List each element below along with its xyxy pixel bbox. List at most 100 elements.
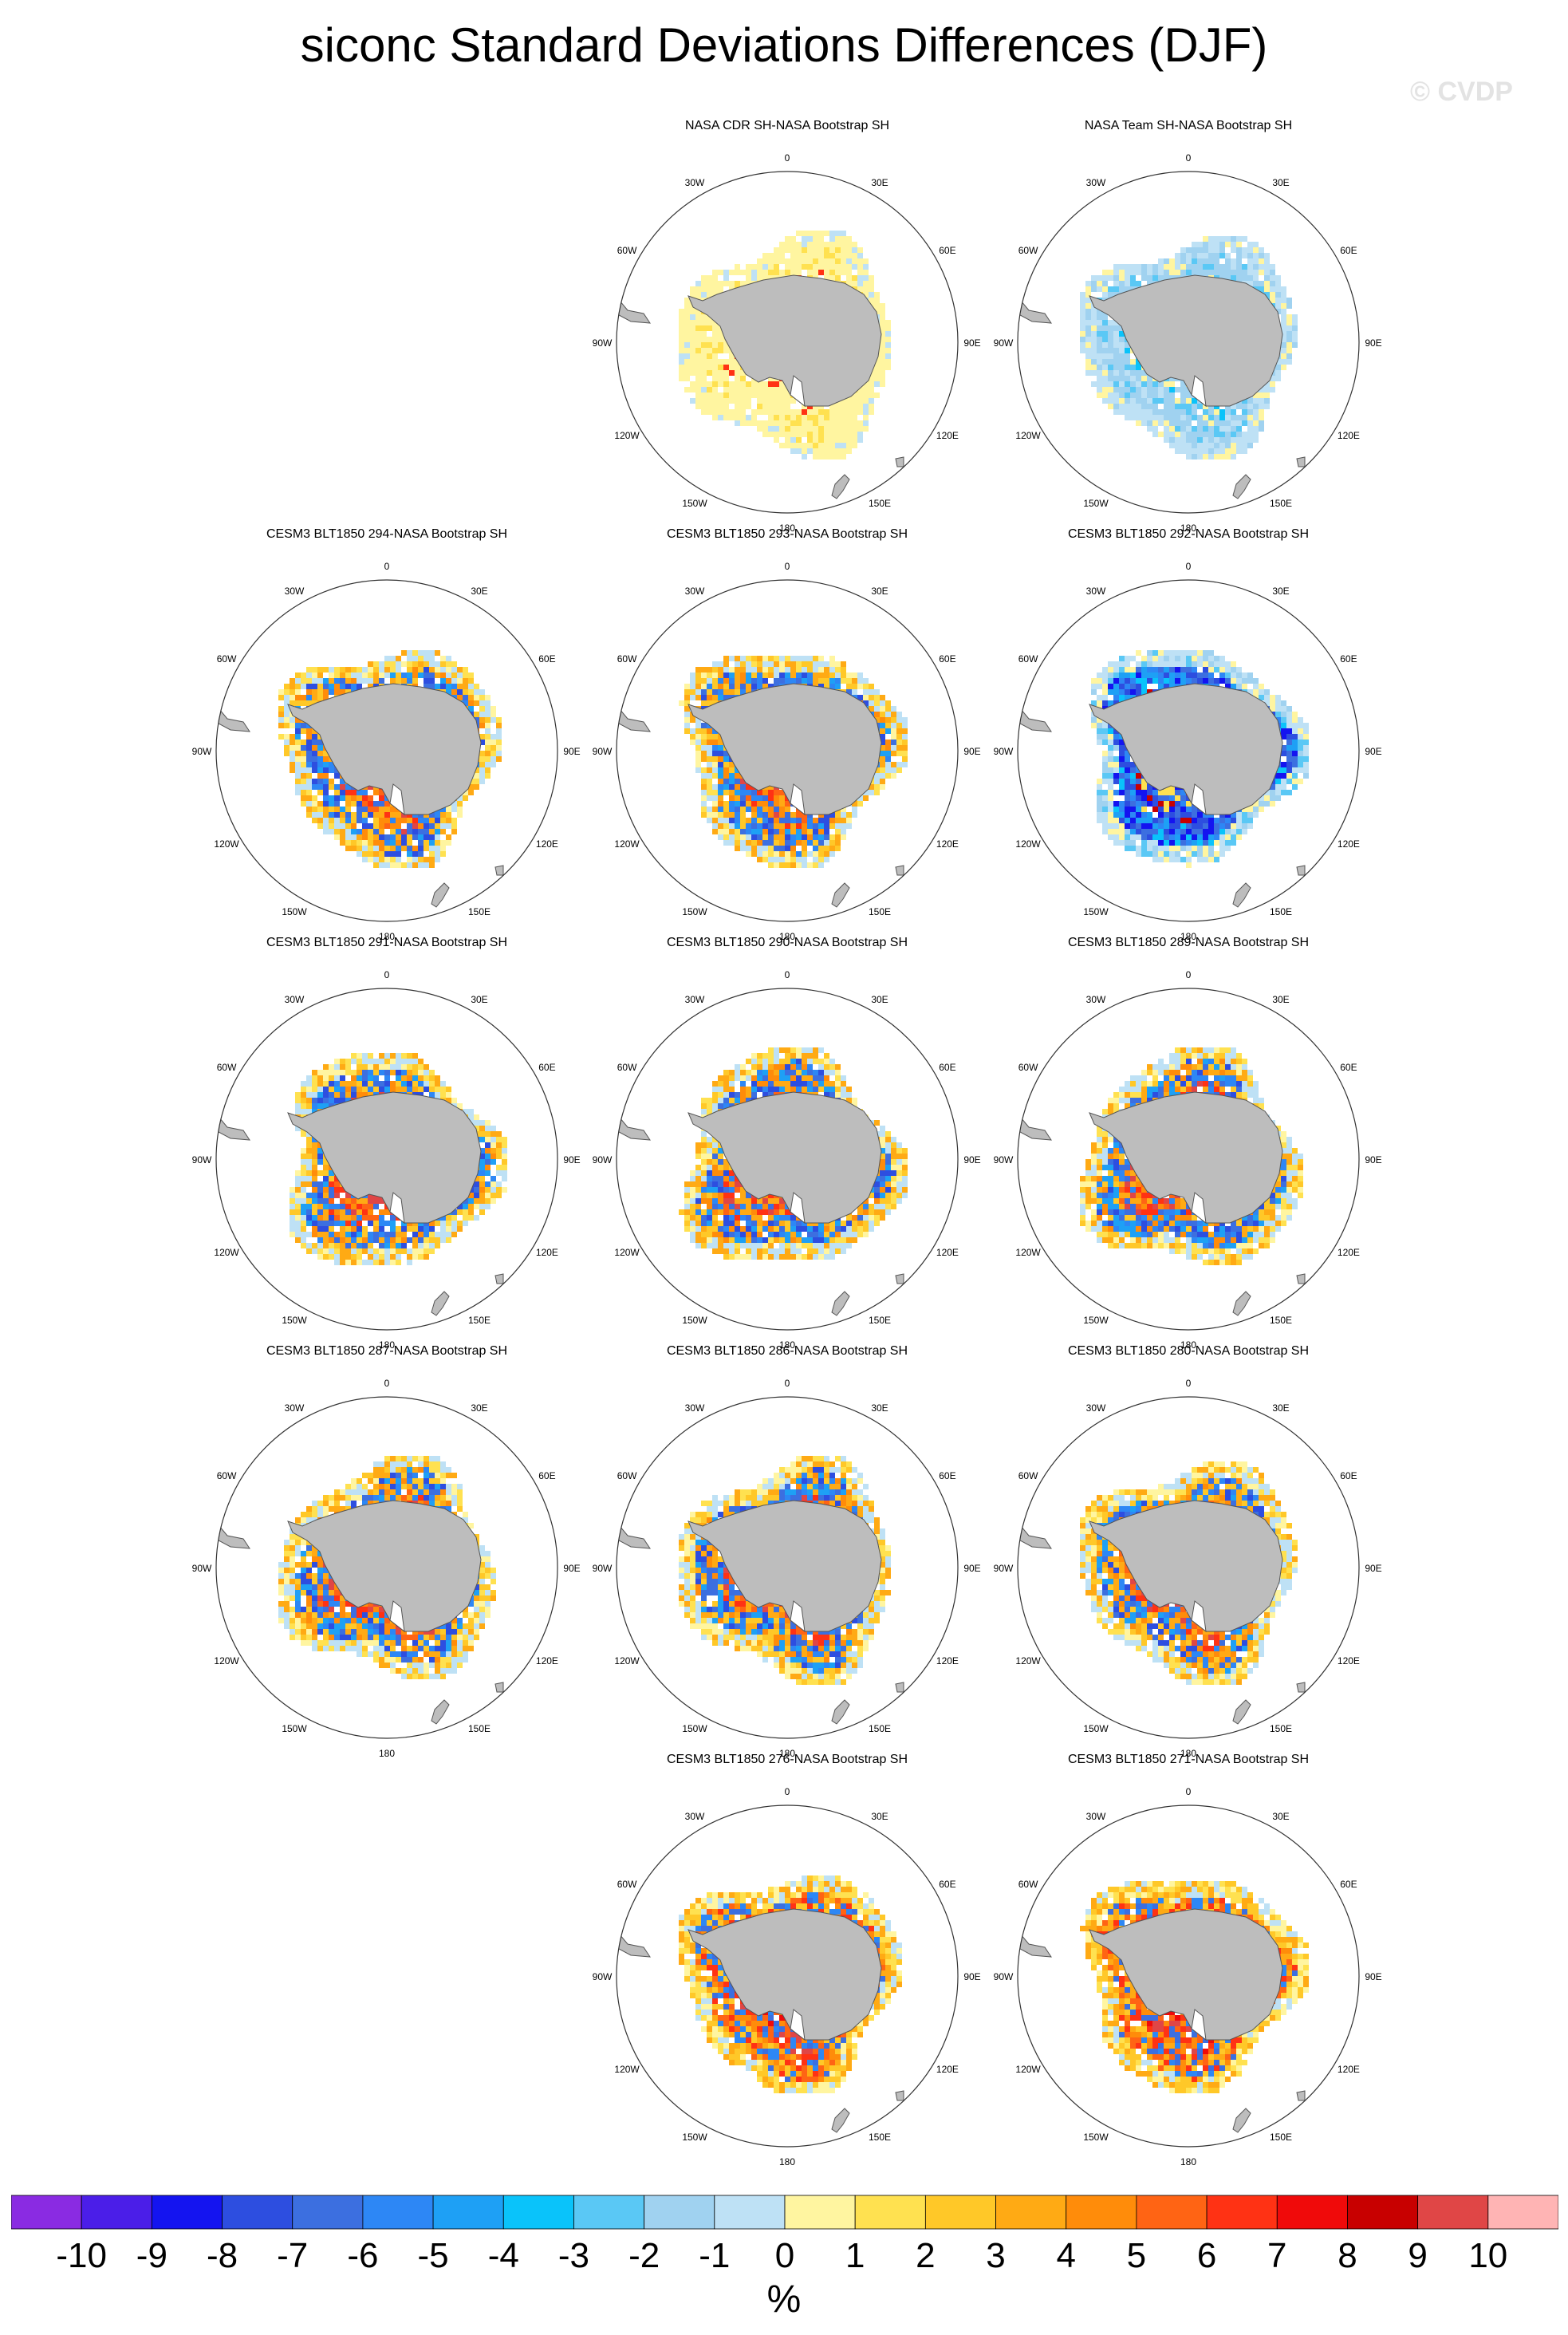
longitude-label: 90E [1365, 746, 1381, 757]
longitude-label: 60E [538, 653, 555, 665]
new-zealand-landmass [1232, 882, 1251, 908]
longitude-label: 30E [871, 177, 888, 188]
map-boundary [1017, 579, 1360, 922]
longitude-label: 150W [1083, 906, 1109, 917]
ross-ice-shelf [1191, 2009, 1207, 2041]
map-boundary [616, 579, 959, 922]
colorbar-swatch [362, 2195, 434, 2230]
colorbar-swatch [11, 2195, 82, 2230]
polar-stereographic-map: 0 30E 60E 90E 120E 150E 180 150W 120W 90W 60W 30W [994, 152, 1382, 533]
longitude-label: 180 [779, 1748, 795, 1758]
colorbar-swatch [573, 2195, 645, 2230]
panel-title: CESM3 BLT1850 294-NASA Bootstrap SH [266, 527, 508, 541]
tasmania-landmass [895, 456, 904, 467]
map-panel-p9: CESM3 BLT1850 287-NASA Bootstrap SH 0 30E 6… [187, 1343, 586, 1758]
new-zealand-landmass [431, 1699, 450, 1725]
panel-title: CESM3 BLT1850 286-NASA Bootstrap SH [666, 1344, 908, 1358]
colorbar-tick-label: 6 [1197, 2236, 1216, 2274]
new-zealand-landmass [831, 882, 850, 908]
colorbar-tick-label: -10 [56, 2236, 107, 2274]
colorbar-swatch [151, 2195, 223, 2230]
longitude-label: 90W [994, 1154, 1014, 1166]
longitude-label: 60W [217, 1470, 237, 1481]
longitude-label: 180 [779, 2156, 795, 2167]
longitude-label: 60W [1018, 1879, 1038, 1890]
colorbar-swatch [644, 2195, 715, 2230]
colorbar-swatch [924, 2195, 996, 2230]
panel-title: CESM3 BLT1850 289-NASA Bootstrap SH [1067, 936, 1310, 949]
map-boundary [616, 171, 959, 514]
longitude-label: 150E [468, 906, 490, 917]
longitude-label: 90E [963, 1154, 980, 1166]
longitude-label: 150E [869, 2132, 891, 2143]
longitude-label: 60W [617, 653, 637, 665]
tasmania-landmass [494, 1273, 504, 1284]
tasmania-landmass [1296, 1682, 1306, 1693]
longitude-label: 60E [939, 1879, 955, 1890]
longitude-label: 90E [963, 1563, 980, 1574]
longitude-label: 120W [1015, 838, 1041, 850]
panel-title: CESM3 BLT1850 292-NASA Bootstrap SH [1067, 527, 1310, 541]
ross-ice-shelf [1191, 1192, 1207, 1225]
colorbar-tick-label: -4 [488, 2236, 519, 2274]
colorbar-tick-label: 1 [845, 2236, 865, 2274]
longitude-label: 0 [785, 1786, 790, 1797]
longitude-label: 60W [617, 1879, 637, 1890]
longitude-label: 120E [936, 2064, 959, 2075]
longitude-label: 150E [869, 1723, 891, 1734]
longitude-label: 90W [192, 1154, 212, 1166]
longitude-label: 120W [214, 1247, 239, 1258]
colorbar-tick-label: 8 [1338, 2236, 1357, 2274]
longitude-label: 60E [1340, 1470, 1357, 1481]
colorbar-swatch [1417, 2195, 1489, 2230]
longitude-label: 0 [1186, 1786, 1192, 1797]
ross-ice-shelf [790, 1600, 806, 1633]
polar-stereographic-map: 0 30E 60E 90E 120E 150E 180 150W 120W 90W 60W 30W [593, 1378, 981, 1758]
longitude-label: 150W [1083, 1315, 1109, 1326]
ross-ice-shelf [1191, 375, 1207, 408]
longitude-label: 150E [869, 1315, 891, 1326]
ross-ice-shelf [1191, 1600, 1207, 1633]
longitude-label: 90E [963, 337, 980, 349]
longitude-label: 90W [994, 746, 1014, 757]
longitude-label: 90W [994, 337, 1014, 349]
longitude-label: 60W [1018, 1470, 1038, 1481]
tasmania-landmass [895, 2090, 904, 2101]
longitude-label: 30E [1272, 994, 1289, 1005]
longitude-label: 180 [379, 1748, 395, 1758]
longitude-label: 0 [384, 969, 390, 980]
longitude-label: 120W [214, 1655, 239, 1666]
longitude-label: 30W [285, 1402, 305, 1414]
longitude-label: 150W [282, 906, 307, 917]
colorbar-tick-label: 9 [1408, 2236, 1427, 2274]
new-zealand-landmass [831, 1291, 850, 1316]
longitude-label: 90E [1365, 337, 1381, 349]
longitude-label: 150W [682, 1315, 707, 1326]
colorbar-swatch [784, 2195, 856, 2230]
longitude-label: 120E [936, 1247, 959, 1258]
colorbar-units-label: % [766, 2278, 802, 2321]
longitude-label: 0 [1186, 1378, 1192, 1389]
map-boundary [1017, 1396, 1360, 1739]
longitude-label: 150W [682, 498, 707, 509]
longitude-label: 30W [685, 177, 705, 188]
colorbar-tick-label: -5 [418, 2236, 449, 2274]
colorbar-swatch [1066, 2195, 1137, 2230]
longitude-label: 90W [593, 746, 613, 757]
colorbar-tick-label: 10 [1468, 2236, 1507, 2274]
longitude-label: 120E [936, 1655, 959, 1666]
longitude-label: 90E [563, 1154, 580, 1166]
longitude-label: 60W [1018, 245, 1038, 256]
longitude-label: 60E [1340, 245, 1357, 256]
longitude-label: 0 [1186, 561, 1192, 572]
longitude-label: 120E [1338, 838, 1360, 850]
tasmania-landmass [895, 865, 904, 876]
longitude-label: 120W [614, 430, 640, 441]
polar-stereographic-map: 0 30E 60E 90E 120E 150E 180 150W 120W 90W 60W 30W [593, 969, 981, 1350]
longitude-label: 90E [1365, 1971, 1381, 1982]
longitude-label: 150W [282, 1315, 307, 1326]
longitude-label: 150W [1083, 2132, 1109, 2143]
longitude-label: 0 [384, 561, 390, 572]
page-title: siconc Standard Deviations Differences (… [300, 18, 1268, 72]
longitude-label: 120W [1015, 430, 1041, 441]
